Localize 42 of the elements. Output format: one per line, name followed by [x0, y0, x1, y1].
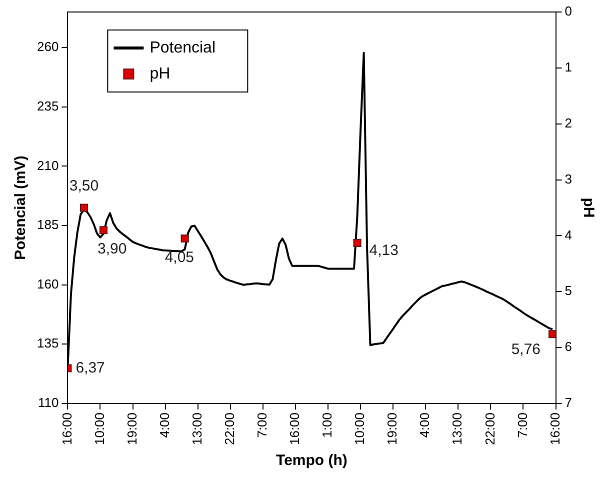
y2-tick-label: 0: [564, 4, 572, 19]
y-tick-label: 135: [36, 336, 59, 351]
x-tick-label: 10:00: [352, 412, 368, 446]
data-label: 4,13: [369, 242, 398, 260]
y2-tick-label: 5: [564, 283, 572, 298]
x-tick-label: 16:00: [287, 412, 302, 446]
x-tick-label: 13:00: [189, 412, 204, 446]
x-tick-label: 16:00: [547, 412, 562, 446]
x-tick-label: 22:00: [482, 412, 498, 446]
y2-tick-label: 4: [564, 227, 572, 242]
x-tick-label: 7:00: [514, 412, 530, 438]
x-tick-label: 16:00: [59, 412, 74, 446]
y2-tick-label: 2: [564, 115, 572, 130]
y2-tick-label: 6: [564, 339, 572, 354]
x-tick-label: 4:00: [417, 412, 432, 438]
y-tick-label: 110: [38, 395, 59, 410]
x-tick-label: 4:00: [156, 412, 172, 438]
x-tick-label: 13:00: [450, 412, 465, 446]
x-tick-label: 10:00: [92, 412, 107, 446]
data-label: 6,37: [76, 359, 105, 376]
x-tick-label: 22:00: [222, 412, 237, 446]
data-label: 4,05: [164, 249, 194, 266]
y-tick-label: 210: [36, 158, 59, 173]
x-axis-title: Tempo (h): [276, 452, 348, 470]
data-label: 3,90: [97, 240, 127, 258]
legend-label: pH: [150, 65, 170, 82]
legend-label: Potencial: [150, 39, 216, 56]
y2-axis-title: pH: [580, 198, 597, 218]
x-tick-label: 7:00: [254, 412, 270, 438]
y-axis-title: Potencial (mV): [12, 156, 30, 260]
y2-tick-label: 3: [564, 171, 572, 186]
y-tick-label: 260: [36, 39, 59, 54]
y2-tick-label: 1: [564, 60, 572, 74]
data-label: 5,76: [511, 340, 541, 358]
x-tick-label: 19:00: [124, 412, 140, 446]
y-tick-label: 235: [36, 98, 59, 114]
y-tick-label: 160: [36, 276, 59, 292]
y-tick-label: 185: [36, 217, 59, 232]
data-label: 3,50: [69, 177, 99, 194]
x-tick-label: 19:00: [384, 412, 400, 446]
y2-tick-label: 7: [564, 395, 572, 410]
x-tick-label: 1:00: [320, 412, 335, 438]
